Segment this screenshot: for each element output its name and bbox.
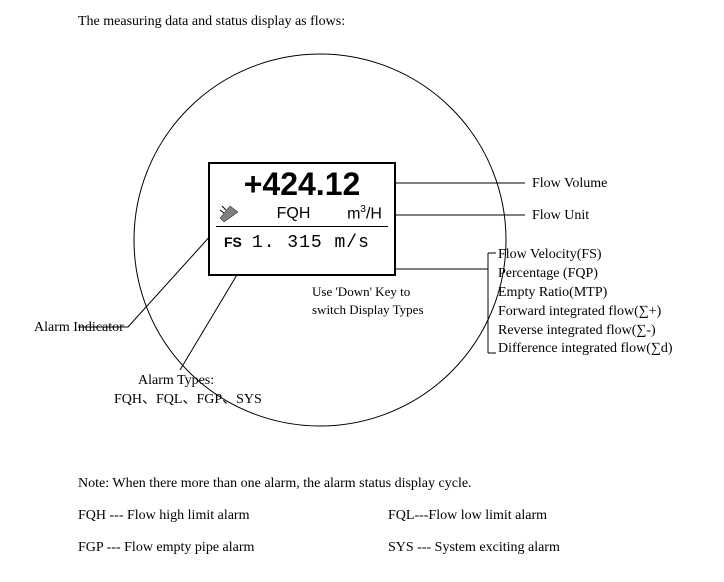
display-row-3: FS 1. 315 m/s bbox=[216, 227, 388, 253]
label-flow-unit: Flow Unit bbox=[532, 207, 589, 226]
note-pair-0-left: FQH --- Flow high limit alarm bbox=[78, 508, 388, 524]
alarm-types-title: Alarm Types: bbox=[138, 372, 262, 391]
note-intro: Note: When there more than one alarm, th… bbox=[78, 476, 704, 492]
note-pair-1: FGP --- Flow empty pipe alarm SYS --- Sy… bbox=[78, 540, 704, 556]
note-pair-1-right: SYS --- System exciting alarm bbox=[388, 540, 560, 556]
notes: Note: When there more than one alarm, th… bbox=[78, 476, 704, 556]
diagram: +424.12 FQH m3/H FS 1. 315 m/s Flow Volu… bbox=[20, 40, 700, 440]
main-value: +424.12 bbox=[216, 168, 388, 202]
display-box: +424.12 FQH m3/H FS 1. 315 m/s bbox=[208, 162, 396, 276]
page-title: The measuring data and status display as… bbox=[78, 14, 704, 30]
row3-value: 1. 315 m/s bbox=[252, 233, 370, 253]
alarm-code: FQH bbox=[277, 205, 311, 223]
bell-icon bbox=[218, 204, 240, 224]
label-flow-volume: Flow Volume bbox=[532, 175, 607, 194]
note-pair-0-right: FQL---Flow low limit alarm bbox=[388, 508, 547, 524]
row3-prefix: FS bbox=[224, 234, 242, 250]
note-pair-1-left: FGP --- Flow empty pipe alarm bbox=[78, 540, 388, 556]
flow-unit-value: m3/H bbox=[347, 204, 382, 223]
alarm-types-block: Alarm Types: FQH、FQL、FGP、SYS bbox=[138, 372, 262, 410]
note-pair-0: FQH --- Flow high limit alarm FQL---Flow… bbox=[78, 508, 704, 524]
switch-list: Flow Velocity(FS)Percentage (FQP)Empty R… bbox=[498, 246, 673, 359]
display-row-2: FQH m3/H bbox=[216, 204, 388, 227]
label-alarm-indicator: Alarm Indicator bbox=[34, 319, 124, 338]
label-use-down: Use 'Down' Key toswitch Display Types bbox=[312, 283, 424, 318]
alarm-types-list: FQH、FQL、FGP、SYS bbox=[114, 391, 262, 410]
